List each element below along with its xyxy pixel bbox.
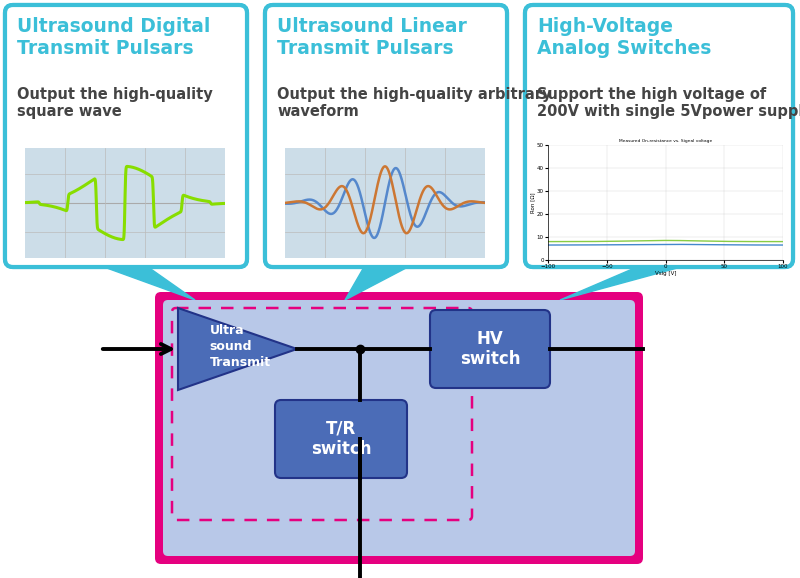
FancyBboxPatch shape	[430, 310, 550, 388]
Text: Ultra
sound
Transmit: Ultra sound Transmit	[210, 324, 270, 369]
FancyBboxPatch shape	[163, 300, 635, 556]
FancyBboxPatch shape	[265, 5, 507, 267]
FancyBboxPatch shape	[525, 5, 793, 267]
Text: HV
switch: HV switch	[460, 329, 520, 368]
X-axis label: Vsig [V]: Vsig [V]	[654, 271, 676, 276]
Title: Measured On-resistance vs. Signal voltage: Measured On-resistance vs. Signal voltag…	[619, 139, 712, 143]
Text: High-Voltage
Analog Switches: High-Voltage Analog Switches	[537, 17, 711, 58]
Polygon shape	[178, 308, 297, 390]
Text: Output the high-quality
square wave: Output the high-quality square wave	[17, 87, 213, 120]
Text: Support the high voltage of
200V with single 5Vpower supply: Support the high voltage of 200V with si…	[537, 87, 800, 120]
Text: T/R
switch: T/R switch	[310, 420, 371, 458]
Polygon shape	[345, 267, 408, 300]
Polygon shape	[104, 267, 195, 300]
Y-axis label: Ron [Ω]: Ron [Ω]	[530, 192, 535, 213]
FancyBboxPatch shape	[275, 400, 407, 478]
Text: Ultrasound Linear
Transmit Pulsars: Ultrasound Linear Transmit Pulsars	[277, 17, 467, 58]
Text: Ultrasound Digital
Transmit Pulsars: Ultrasound Digital Transmit Pulsars	[17, 17, 210, 58]
FancyBboxPatch shape	[265, 5, 507, 267]
Polygon shape	[560, 267, 681, 300]
Text: Output the high-quality arbitrary
waveform: Output the high-quality arbitrary wavefo…	[277, 87, 551, 120]
FancyBboxPatch shape	[5, 5, 247, 267]
FancyBboxPatch shape	[5, 5, 247, 267]
FancyBboxPatch shape	[525, 5, 793, 267]
FancyBboxPatch shape	[155, 292, 643, 564]
